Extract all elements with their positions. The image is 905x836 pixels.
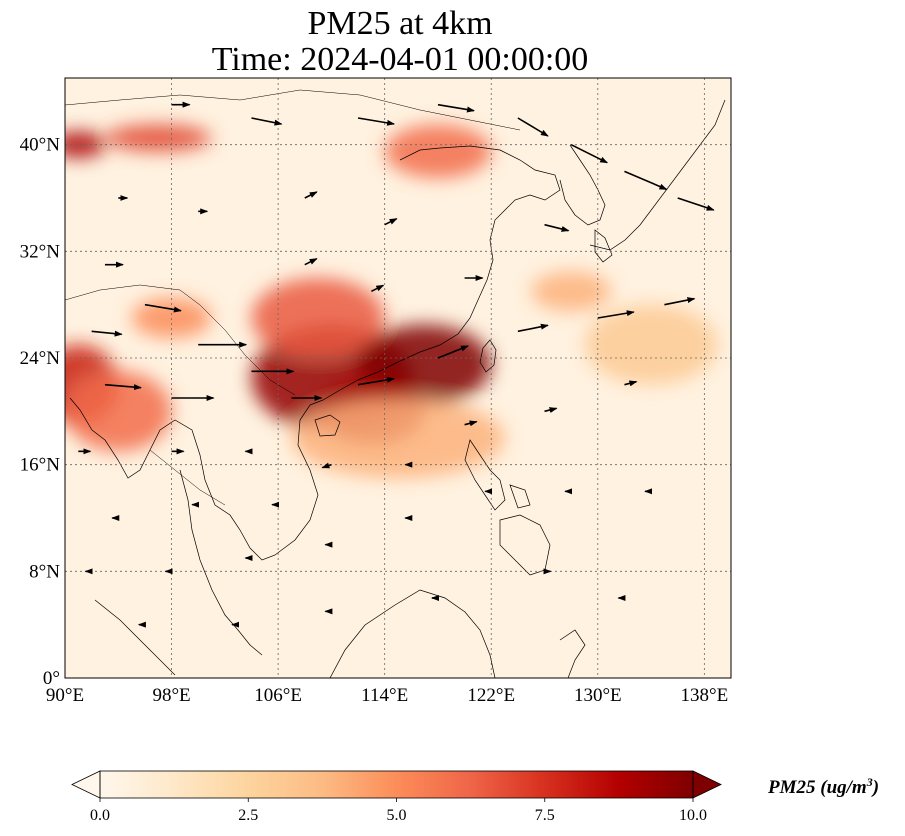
- lat-tick-labels: 0° 8°N 16°N 24°N 32°N 40°N: [20, 135, 61, 689]
- coastline-japan: [589, 99, 726, 251]
- wind-arrow: [624, 170, 668, 191]
- lat-tick-label: 40°N: [20, 135, 61, 156]
- colorbar-gradient: [100, 771, 693, 798]
- pm25-plume: [65, 371, 172, 452]
- wind-arrow: [357, 376, 396, 386]
- lon-tick-label: 90°E: [46, 685, 84, 706]
- wind-arrow: [544, 223, 570, 232]
- lon-tick-label: 98°E: [152, 685, 190, 706]
- coastline-sumatra: [94, 599, 176, 676]
- wind-arrow: [570, 143, 609, 164]
- lon-tick-labels: 90°E 98°E 106°E 114°E 122°E 130°E 138°E: [46, 685, 728, 706]
- pm25-plume: [584, 304, 718, 385]
- map-plot-area: [65, 78, 731, 678]
- coastline-china: [309, 145, 561, 406]
- border-line: [65, 89, 521, 131]
- lat-tick-label: 16°N: [20, 455, 61, 476]
- wind-arrow: [437, 103, 475, 113]
- pm25-plume: [251, 278, 385, 358]
- colorbar-label: PM25 (ug/m3): [767, 775, 879, 798]
- coastline-indochina: [69, 397, 319, 561]
- wind-arrow: [251, 117, 283, 126]
- colorbar-tick-label: 5.0: [387, 807, 407, 824]
- lon-tick-label: 138°E: [681, 685, 729, 706]
- wind-arrow: [437, 345, 469, 359]
- colorbar: 0.0 2.5 5.0 7.5 10.0 PM25 (ug/m3): [71, 770, 879, 824]
- colorbar-tick-label: 2.5: [238, 807, 258, 824]
- colorbar-extend-max: [692, 770, 722, 799]
- wind-arrow: [517, 117, 549, 137]
- colorbar-ticks: 0.0 2.5 5.0 7.5 10.0: [90, 798, 707, 824]
- lon-tick-label: 114°E: [361, 685, 408, 706]
- wind-arrow: [91, 330, 123, 337]
- wind-arrow: [624, 380, 638, 387]
- wind-arrow: [321, 462, 332, 469]
- wind-vectors: [78, 101, 715, 628]
- island-hainan: [314, 414, 341, 437]
- coastline-borneo: [329, 589, 496, 678]
- lon-tick-label: 106°E: [254, 685, 302, 706]
- lat-tick-label: 24°N: [20, 348, 61, 369]
- wind-arrow: [104, 383, 142, 391]
- wind-arrow: [517, 323, 549, 333]
- pm25-plume: [531, 271, 612, 312]
- lon-tick-label: 122°E: [467, 685, 515, 706]
- border-line: [149, 449, 226, 506]
- island-luzon: [464, 439, 506, 511]
- lat-tick-label: 8°N: [29, 561, 60, 582]
- island-visayas: [509, 484, 531, 509]
- island-kyushu: [594, 229, 613, 263]
- wind-arrow: [597, 310, 635, 319]
- colorbar-tick-label: 0.0: [90, 807, 110, 824]
- wind-arrow: [544, 407, 558, 413]
- figure-title-line-2: Time: 2024-04-01 00:00:00: [211, 41, 589, 78]
- coastline-korea: [559, 144, 606, 226]
- pm25-plume: [65, 131, 105, 158]
- figure-title-line-1: PM25 at 4km: [307, 5, 493, 42]
- wind-arrow: [304, 257, 318, 266]
- wind-arrow: [371, 284, 385, 293]
- wind-arrow: [304, 191, 318, 199]
- pm25-plume: [104, 124, 212, 152]
- pm25-field: [65, 124, 718, 478]
- lat-tick-label: 32°N: [20, 241, 61, 262]
- pm25-plume: [291, 398, 505, 478]
- wind-arrow: [144, 303, 182, 313]
- coastline-malay: [179, 469, 263, 656]
- wind-arrow: [357, 117, 396, 126]
- wind-arrow: [384, 217, 398, 226]
- lat-tick-label: 0°: [43, 668, 60, 689]
- gridlines: [65, 78, 731, 678]
- island-taiwan: [479, 339, 497, 373]
- map-frame: [64, 77, 732, 679]
- colorbar-extend-min: [71, 770, 101, 799]
- colorbar-tick-label: 7.5: [535, 807, 555, 824]
- coastline-sulawesi: [559, 629, 586, 678]
- colorbar-tick-label: 10.0: [679, 807, 707, 824]
- pm25-plume: [384, 124, 492, 178]
- coastlines: [65, 89, 726, 678]
- wind-arrow: [677, 197, 715, 211]
- wind-arrow: [664, 297, 696, 306]
- lon-tick-label: 130°E: [574, 685, 622, 706]
- wind-arrow: [464, 420, 478, 427]
